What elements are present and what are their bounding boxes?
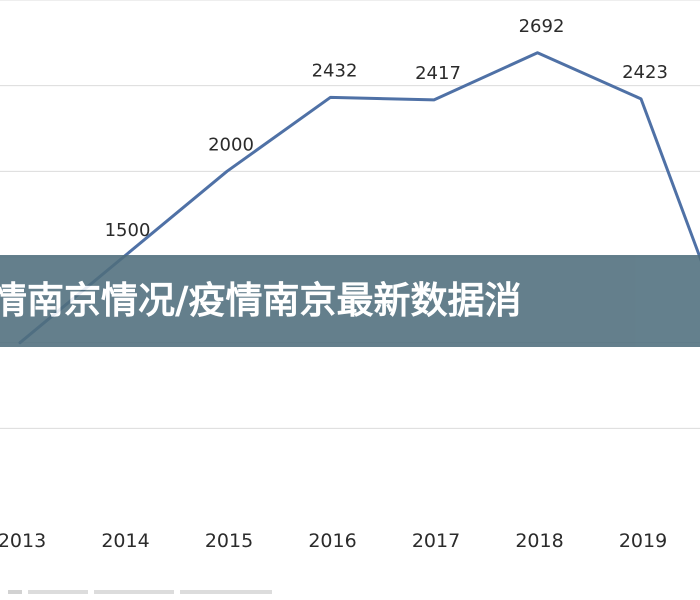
blurred-footnote-graphic <box>8 590 272 594</box>
x-tick-label: 2019 <box>619 530 667 552</box>
data-label: 2432 <box>312 60 358 81</box>
x-tick-label: 2014 <box>101 530 149 552</box>
watermark-banner-text: 情南京情况/疫情南京最新数据消 <box>0 279 522 322</box>
chart-footnote <box>8 587 278 597</box>
x-tick-label: 2016 <box>308 530 356 552</box>
series-line-layer <box>18 51 700 345</box>
x-tick-label: 2015 <box>205 530 253 552</box>
x-axis-ticks: 2013 2014 2015 2016 2017 2018 2019 <box>0 530 667 552</box>
data-label: 2417 <box>415 63 461 84</box>
x-tick-label: 2017 <box>412 530 460 552</box>
data-label: 2692 <box>519 16 565 37</box>
watermark-banner: 情南京情况/疫情南京最新数据消 <box>0 255 700 347</box>
data-label: 2423 <box>622 62 668 83</box>
data-label-layer: 1500 2000 2432 2417 2692 2423 <box>105 16 668 241</box>
data-label: 2000 <box>208 134 254 155</box>
x-tick-label: 2013 <box>0 530 46 552</box>
data-label: 1500 <box>105 220 151 241</box>
series-line <box>18 51 700 345</box>
x-tick-label: 2018 <box>515 530 563 552</box>
